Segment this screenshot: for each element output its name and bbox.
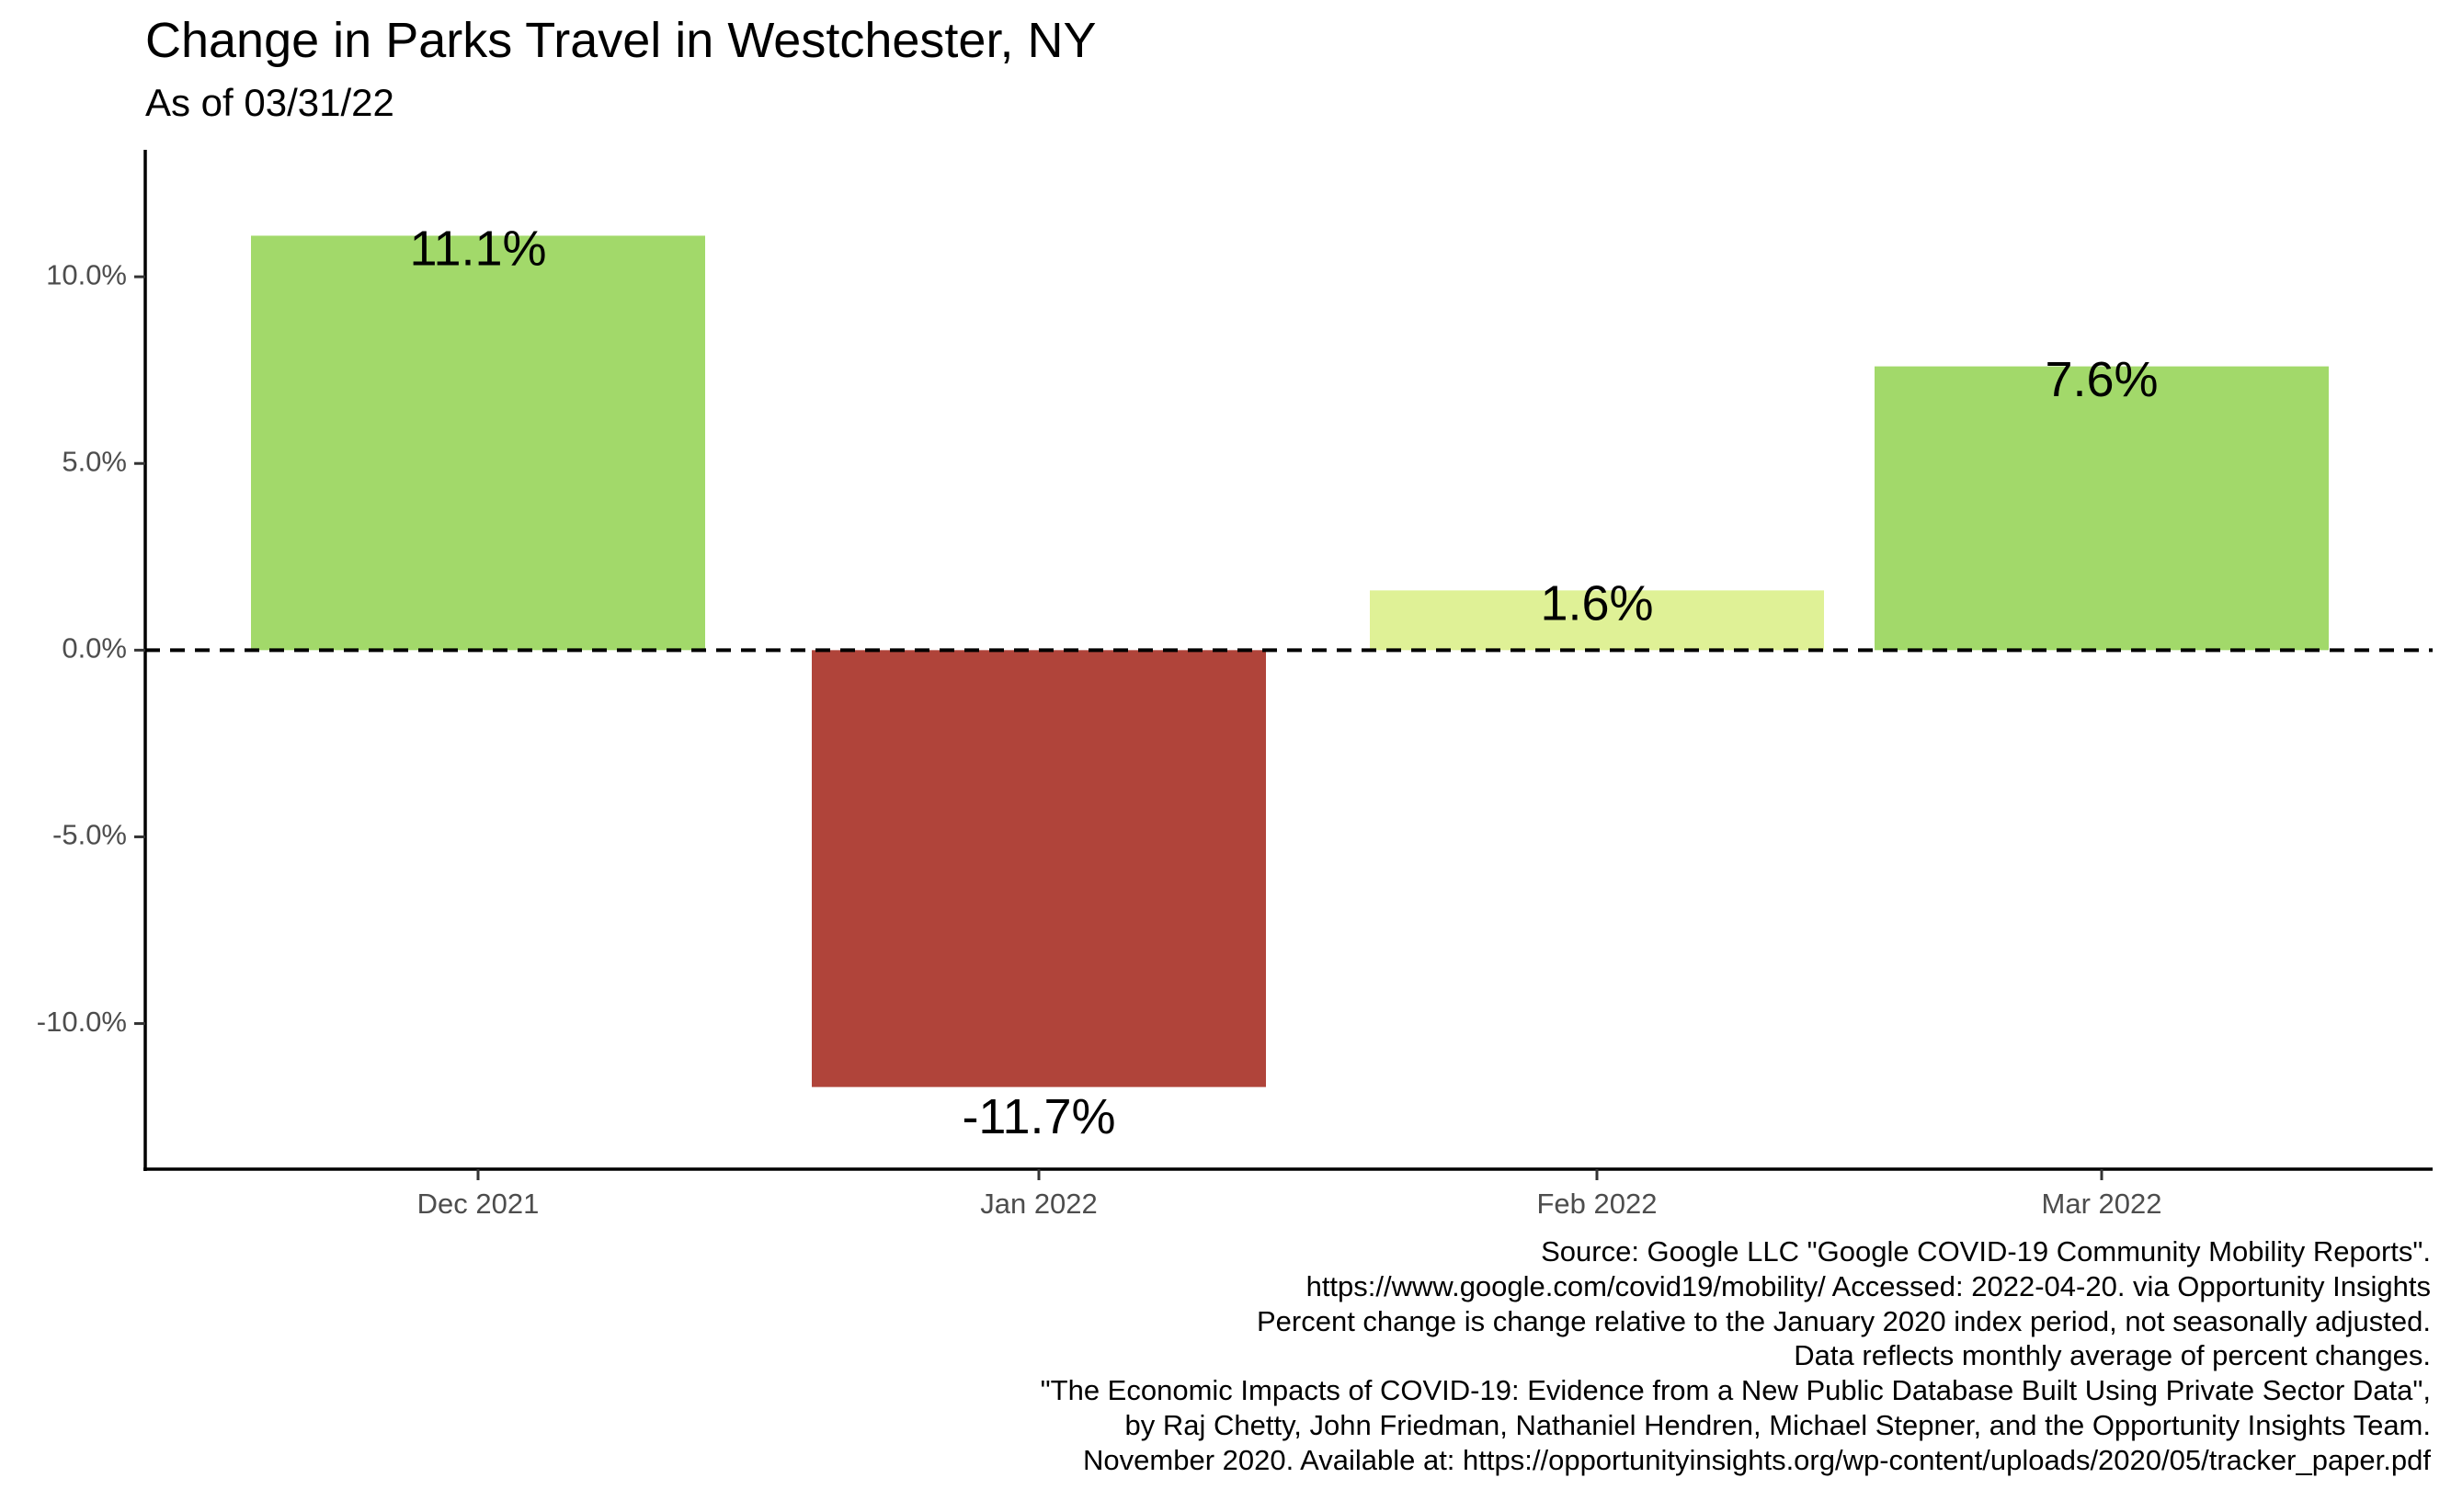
y-tick-label: 0.0% — [62, 632, 127, 665]
bars-group — [251, 235, 2329, 1087]
bar-jan-2022 — [812, 650, 1266, 1087]
x-axis: Dec 2021 Jan 2022 Feb 2022 Mar 2022 — [143, 1167, 2433, 1220]
value-labels-group: 11.1% -11.7% 1.6% 7.6% — [409, 222, 2158, 1144]
data-label: 7.6% — [2045, 352, 2158, 407]
caption-line: November 2020. Available at: https://opp… — [1083, 1443, 2431, 1476]
x-tick-label: Mar 2022 — [2042, 1188, 2162, 1220]
caption-line: https://www.google.com/covid19/mobility/… — [1305, 1269, 2431, 1302]
caption-line: Source: Google LLC "Google COVID-19 Comm… — [1541, 1235, 2431, 1268]
source-caption: Source: Google LLC "Google COVID-19 Comm… — [224, 1234, 2431, 1478]
y-tick-label: -5.0% — [52, 819, 127, 851]
caption-line: by Raj Chetty, John Friedman, Nathaniel … — [1124, 1408, 2431, 1441]
data-label: -11.7% — [962, 1089, 1115, 1144]
bar-dec-2021 — [251, 235, 705, 651]
data-label: 1.6% — [1540, 576, 1653, 631]
caption-line: "The Economic Impacts of COVID-19: Evide… — [1040, 1374, 2431, 1407]
bar-feb-2022 — [1370, 590, 1824, 651]
bar-chart: 11.1% -11.7% 1.6% 7.6% -10.0% -5.0% 0.0% 5.0% 1… — [37, 150, 2433, 1220]
x-tick-label: Jan 2022 — [980, 1188, 1098, 1220]
data-label: 11.1% — [409, 222, 546, 277]
y-tick-label: 10.0% — [46, 258, 127, 290]
y-tick-label: -10.0% — [37, 1006, 127, 1038]
x-tick-label: Feb 2022 — [1537, 1188, 1658, 1220]
x-tick-label: Dec 2021 — [417, 1188, 540, 1220]
y-tick-label: 5.0% — [62, 445, 127, 477]
bar-mar-2022 — [1875, 366, 2329, 651]
caption-line: Percent change is change relative to the… — [1256, 1304, 2431, 1337]
chart-title: Change in Parks Travel in Westchester, N… — [145, 13, 1097, 68]
caption-line: Data reflects monthly average of percent… — [1794, 1339, 2431, 1372]
chart-subtitle: As of 03/31/22 — [145, 81, 394, 124]
y-axis: -10.0% -5.0% 0.0% 5.0% 10.0% — [37, 150, 147, 1171]
